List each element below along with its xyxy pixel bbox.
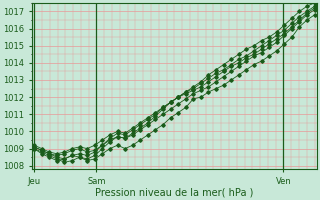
X-axis label: Pression niveau de la mer( hPa ): Pression niveau de la mer( hPa ) — [95, 187, 253, 197]
